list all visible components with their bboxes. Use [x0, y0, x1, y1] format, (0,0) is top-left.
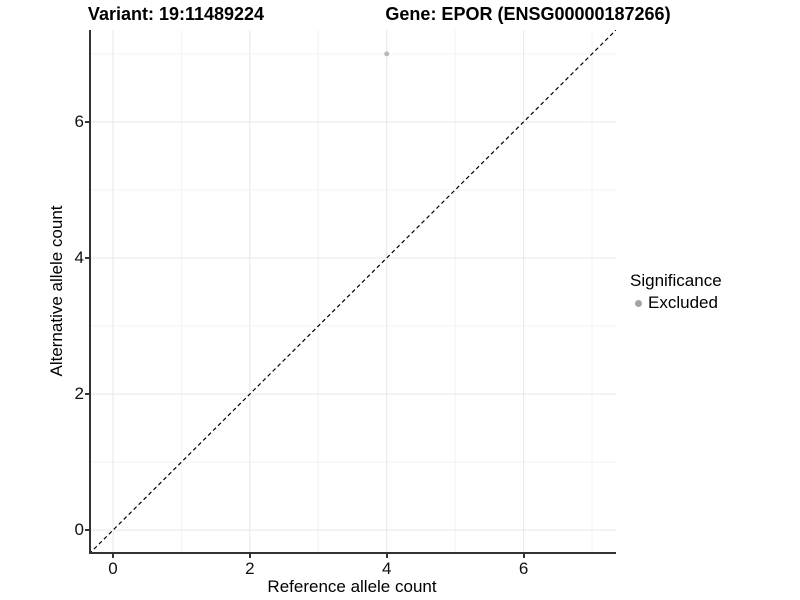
- y-axis-tick-label: 6: [74, 111, 84, 131]
- x-axis-tick-label: 2: [245, 559, 255, 578]
- legend-title: Significance: [630, 271, 722, 290]
- y-axis-tick: [85, 529, 89, 532]
- y-axis-tick: [85, 256, 89, 259]
- x-axis-tick: [522, 554, 525, 558]
- x-axis-tick-label: 4: [381, 559, 392, 578]
- y-axis-tick: [85, 120, 89, 123]
- x-axis-tick: [385, 554, 388, 558]
- identity-reference-line: [89, 30, 616, 554]
- y-axis-tick-label: 4: [74, 247, 84, 267]
- x-axis-tick-label: 0: [108, 559, 118, 578]
- legend: Significance Excluded: [630, 270, 722, 313]
- y-axis-title: Alternative allele count: [47, 205, 66, 377]
- plot-panel: [89, 30, 616, 554]
- y-axis-tick: [85, 393, 89, 396]
- plot-title-gene: Gene: EPOR (ENSG00000187266): [385, 4, 671, 24]
- x-axis-tick: [248, 554, 251, 558]
- legend-key-dot-icon: [635, 299, 642, 307]
- data-point: [384, 51, 390, 57]
- y-axis-tick-label: 0: [74, 520, 84, 540]
- x-axis-title: Reference allele count: [267, 577, 437, 596]
- x-axis-tick-label: 6: [518, 559, 529, 578]
- y-axis-tick-label: 2: [74, 384, 84, 404]
- legend-entries: Excluded: [630, 293, 722, 313]
- plot-canvas: [89, 30, 616, 554]
- legend-entry: Excluded: [630, 293, 722, 313]
- legend-entry-label: Excluded: [648, 293, 718, 312]
- x-axis-tick: [111, 554, 114, 558]
- plot-title-variant: Variant: 19:11489224: [87, 4, 265, 24]
